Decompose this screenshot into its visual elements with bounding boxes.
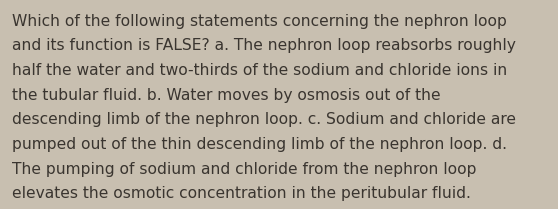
Text: elevates the osmotic concentration in the peritubular fluid.: elevates the osmotic concentration in th… xyxy=(12,186,471,201)
Text: the tubular fluid. b. Water moves by osmosis out of the: the tubular fluid. b. Water moves by osm… xyxy=(12,88,441,103)
Text: descending limb of the nephron loop. c. Sodium and chloride are: descending limb of the nephron loop. c. … xyxy=(12,112,516,127)
Text: pumped out of the thin descending limb of the nephron loop. d.: pumped out of the thin descending limb o… xyxy=(12,137,507,152)
Text: Which of the following statements concerning the nephron loop: Which of the following statements concer… xyxy=(12,14,507,29)
Text: The pumping of sodium and chloride from the nephron loop: The pumping of sodium and chloride from … xyxy=(12,162,477,177)
Text: and its function is FALSE? a. The nephron loop reabsorbs roughly: and its function is FALSE? a. The nephro… xyxy=(12,38,516,53)
Text: half the water and two-thirds of the sodium and chloride ions in: half the water and two-thirds of the sod… xyxy=(12,63,508,78)
